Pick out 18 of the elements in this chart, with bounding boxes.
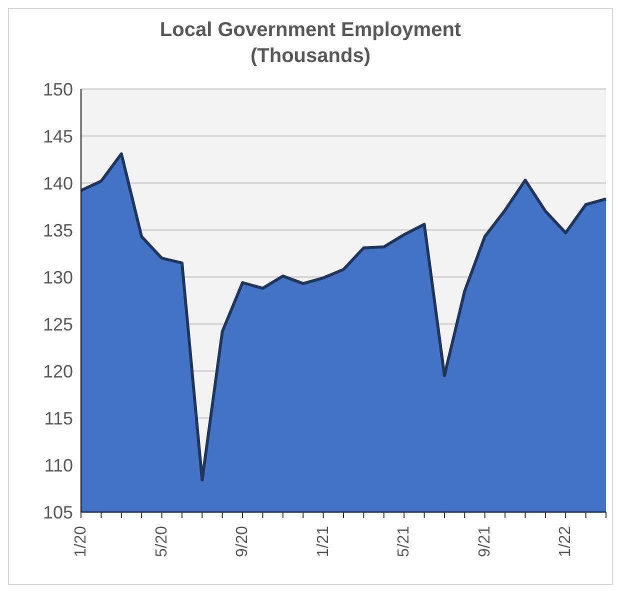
x-tick-label: 5/20 [153,526,170,558]
y-tick-label: 140 [42,173,73,194]
x-tick-label: 9/21 [476,526,494,558]
y-tick-label: 145 [42,126,73,146]
y-tick-label: 120 [42,361,73,382]
y-tick-label: 135 [42,220,73,240]
x-tick-label: 1/22 [557,526,574,558]
y-tick-label: 150 [42,79,73,100]
y-tick-label: 105 [42,502,73,522]
x-tick-label: 1/20 [72,526,90,558]
y-tick-label: 115 [44,408,73,428]
chart-title: Local Government Employment (Thousands) [158,18,462,69]
x-tick-label: 5/21 [396,526,413,558]
y-tick-label: 130 [42,267,73,288]
y-tick-label: 110 [44,455,73,476]
x-tick-label: 1/21 [314,526,332,558]
x-tick-label: 9/20 [234,526,252,558]
y-tick-label: 125 [42,314,73,334]
